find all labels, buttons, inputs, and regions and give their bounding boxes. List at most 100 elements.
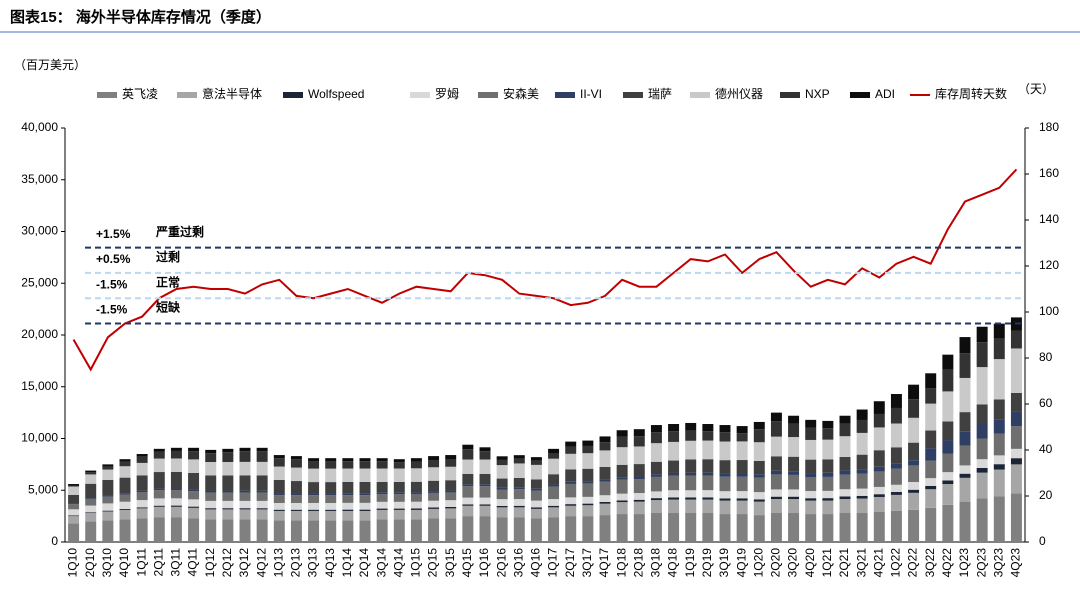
x-tick-label: 4Q20 xyxy=(803,548,817,578)
bar-segment xyxy=(428,491,440,493)
bar-segment xyxy=(513,507,525,518)
bar-segment xyxy=(308,458,320,462)
bar-segment xyxy=(68,515,80,517)
bar-segment xyxy=(68,504,80,510)
bar-segment xyxy=(205,492,217,501)
bar-segment xyxy=(205,449,217,454)
bar-segment xyxy=(753,429,765,443)
legend-label: II-VI xyxy=(580,87,602,101)
bar-segment xyxy=(548,505,560,508)
bar-segment xyxy=(839,415,851,424)
bar-segment xyxy=(136,500,148,508)
bar-segment xyxy=(428,492,440,501)
legend-swatch xyxy=(283,92,303,98)
x-tick-label: 1Q18 xyxy=(614,548,628,578)
bar-segment xyxy=(890,463,902,469)
x-tick-label: 4Q14 xyxy=(391,548,405,578)
bar-segment xyxy=(393,519,405,542)
bar-segment xyxy=(890,468,902,485)
bar-segment xyxy=(102,479,114,496)
bar-segment xyxy=(376,481,388,493)
bar-segment xyxy=(119,461,131,467)
bar-segment xyxy=(102,520,114,542)
bar-segment xyxy=(702,513,714,542)
x-tick-label: 3Q19 xyxy=(717,548,731,578)
bar-segment xyxy=(222,508,234,510)
bar-segment xyxy=(496,507,508,518)
bar-segment xyxy=(359,458,371,462)
bar-segment xyxy=(805,490,817,499)
bar-segment xyxy=(462,497,474,505)
bar-segment xyxy=(788,456,800,472)
x-tick-label: 2Q11 xyxy=(151,548,165,577)
bar-segment xyxy=(496,465,508,479)
bar-segment xyxy=(788,474,800,490)
bar-segment xyxy=(959,477,971,502)
bar-segment xyxy=(170,490,182,499)
x-tick-label: 2Q12 xyxy=(220,548,234,578)
bar-segment xyxy=(788,415,800,424)
bar-segment xyxy=(256,461,268,476)
bar-segment xyxy=(822,498,834,501)
bar-segment xyxy=(736,514,748,542)
bar-segment xyxy=(548,448,560,453)
bar-segment xyxy=(599,442,611,451)
bar-segment xyxy=(685,472,697,476)
bar-segment xyxy=(205,490,217,493)
bar-segment xyxy=(325,502,337,510)
bar-segment xyxy=(85,498,97,500)
bar-segment xyxy=(222,475,234,491)
bar-segment xyxy=(839,456,851,471)
bar-segment xyxy=(976,367,988,405)
bar-segment xyxy=(119,508,131,510)
bar-segment xyxy=(719,441,731,461)
bar-segment xyxy=(942,453,954,473)
x-tick-label: 3Q17 xyxy=(580,548,594,578)
bar-segment xyxy=(822,420,834,429)
bar-segment xyxy=(565,469,577,482)
bar-segment xyxy=(565,504,577,506)
bar-segment xyxy=(256,519,268,542)
bar-segment xyxy=(102,495,114,497)
bar-segment xyxy=(685,513,697,542)
x-tick-label: 3Q20 xyxy=(786,548,800,578)
bar-segment xyxy=(805,498,817,501)
bar-segment xyxy=(633,436,645,447)
bar-segment xyxy=(805,514,817,542)
bar-segment xyxy=(599,503,611,516)
bar-segment xyxy=(68,485,80,487)
bar-segment xyxy=(222,448,234,453)
bar-segment xyxy=(582,496,594,504)
bar-segment xyxy=(496,499,508,506)
bar-segment xyxy=(685,497,697,500)
bar-segment xyxy=(342,510,354,521)
bar-segment xyxy=(119,509,131,520)
bar-segment xyxy=(410,468,422,482)
bar-segment xyxy=(170,450,182,459)
bar-segment xyxy=(530,460,542,465)
bar-segment xyxy=(650,498,662,501)
bar-segment xyxy=(993,464,1005,470)
bar-segment xyxy=(428,518,440,542)
bar-segment xyxy=(290,467,302,482)
bar-segment xyxy=(462,486,474,498)
bar-segment xyxy=(85,499,97,506)
bar-segment xyxy=(908,460,920,466)
bar-segment xyxy=(548,452,560,459)
bar-segment xyxy=(513,517,525,542)
bar-segment xyxy=(513,458,525,464)
x-tick-label: 1Q11 xyxy=(134,548,148,577)
bar-segment xyxy=(873,450,885,467)
bar-segment xyxy=(273,495,285,503)
bar-segment xyxy=(188,459,200,473)
bar-segment xyxy=(273,509,285,511)
bar-segment xyxy=(530,490,542,501)
bar-segment xyxy=(856,495,868,499)
bar-segment xyxy=(753,477,765,493)
bar-segment xyxy=(822,514,834,542)
bar-segment xyxy=(908,442,920,461)
bar-segment xyxy=(942,504,954,542)
bar-segment xyxy=(702,490,714,498)
bar-segment xyxy=(873,486,885,495)
bar-segment xyxy=(530,457,542,461)
